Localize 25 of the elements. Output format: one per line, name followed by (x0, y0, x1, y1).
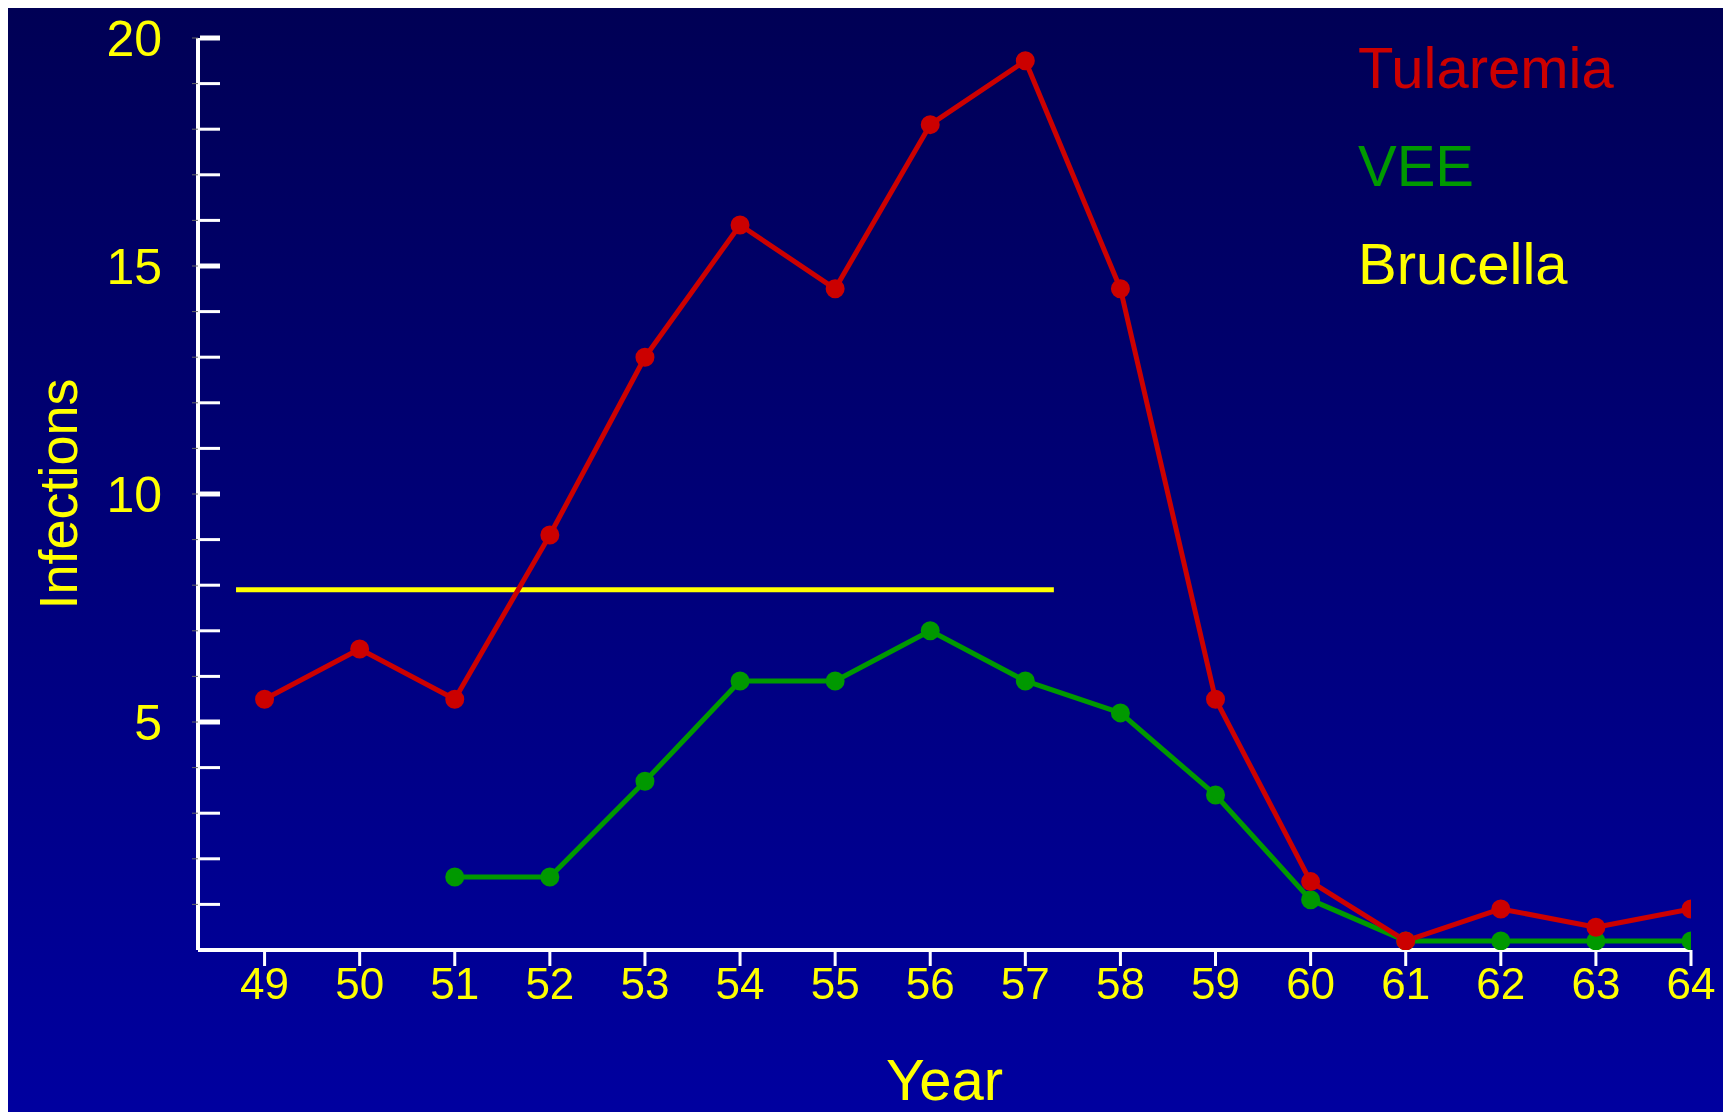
text: Tularemia (1358, 35, 1615, 100)
x-tick-label: 51 (430, 959, 480, 1009)
x-tick-label: 63 (1571, 959, 1621, 1009)
x-tick-label: 50 (335, 959, 385, 1009)
y-tick-label: 5 (134, 694, 162, 751)
x-tick-label: 64 (1666, 959, 1716, 1009)
x-tick-label: 52 (525, 959, 575, 1009)
x-tick-label: 57 (1000, 959, 1050, 1009)
x-axis-title: Year (885, 1047, 1004, 1112)
x-tick-label: 54 (715, 959, 765, 1009)
text: Brucella (1358, 231, 1569, 296)
x-tick-label: 60 (1286, 959, 1336, 1009)
x-tick-label: 55 (810, 959, 860, 1009)
y-tick-label: 15 (106, 238, 162, 295)
y-axis-title: Infections (28, 378, 89, 610)
x-tick-label: 49 (240, 959, 290, 1009)
x-tick-label: 62 (1476, 959, 1526, 1009)
x-tick-label: 61 (1381, 959, 1431, 1009)
x-tick-label: 56 (905, 959, 955, 1009)
x-tick-label: 58 (1095, 959, 1145, 1009)
x-tick-label: 59 (1191, 959, 1240, 1009)
text: VEE (1358, 133, 1475, 198)
y-tick-label: 20 (106, 10, 162, 67)
x-tick-label: 53 (620, 959, 670, 1009)
y-tick-label: 10 (106, 466, 162, 523)
